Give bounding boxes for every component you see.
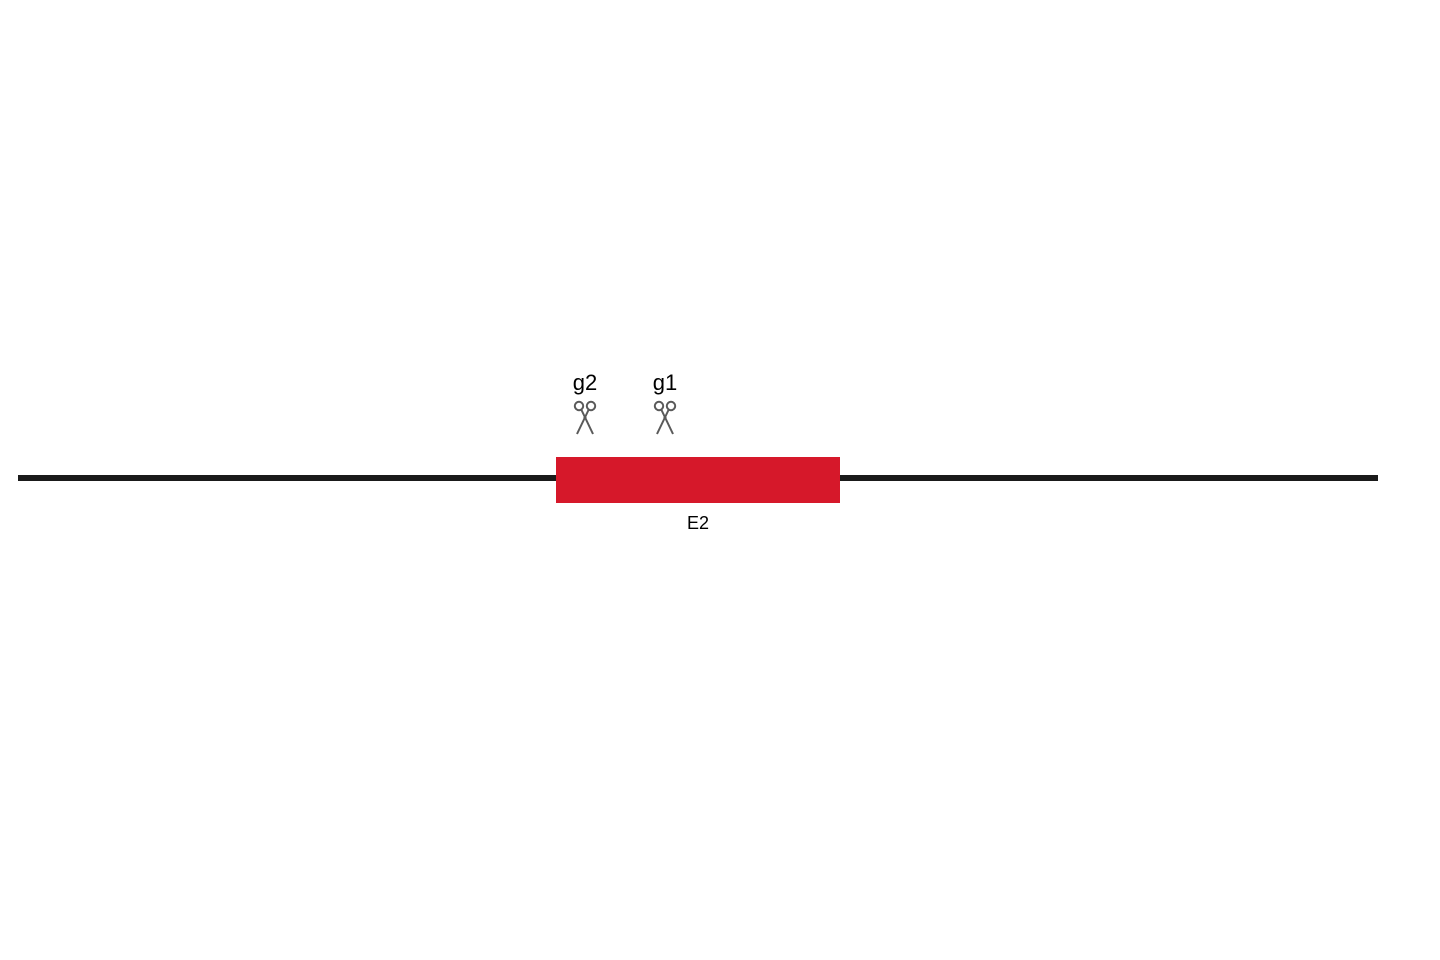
exon-box — [556, 457, 840, 503]
gene-line-left — [18, 475, 556, 481]
gene-line-right — [840, 475, 1378, 481]
scissors-icon — [651, 400, 679, 441]
scissors-icon — [571, 400, 599, 441]
guide-label-g1: g1 — [645, 370, 685, 396]
exon-label: E2 — [678, 513, 718, 534]
guide-label-g2: g2 — [565, 370, 605, 396]
gene-diagram: E2 g2 g1 — [0, 0, 1440, 960]
